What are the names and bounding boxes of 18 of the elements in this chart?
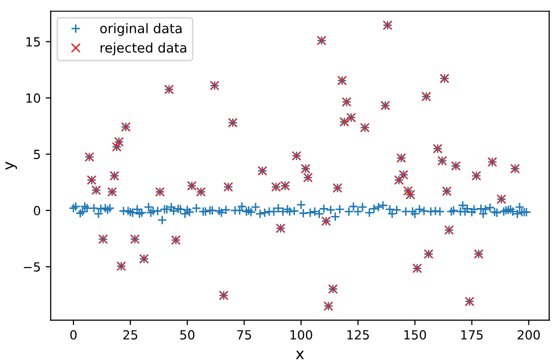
- x-tick-label: 75: [237, 330, 252, 340]
- y-tick-label: 10: [26, 93, 40, 103]
- x-tick-label: 0: [70, 330, 77, 340]
- x-tick-label: 100: [290, 330, 312, 340]
- y-tick-label: 5: [34, 150, 40, 160]
- y-axis-title: y: [5, 162, 17, 170]
- y-tick-label: 15: [26, 37, 40, 47]
- x-axis-title: x: [296, 350, 304, 360]
- x-tick-label: 150: [404, 330, 426, 340]
- x-tick-label: 175: [461, 330, 483, 340]
- y-tick-label: −5: [24, 262, 40, 272]
- x-tick-label: 200: [518, 330, 540, 340]
- legend-label: original data: [100, 23, 182, 36]
- x-tick-label: 25: [123, 330, 138, 340]
- x-tick-label: 50: [180, 330, 194, 340]
- x-tick-label: 125: [347, 330, 369, 340]
- legend-label: rejected data: [100, 42, 186, 56]
- y-tick-label: 0: [34, 206, 40, 216]
